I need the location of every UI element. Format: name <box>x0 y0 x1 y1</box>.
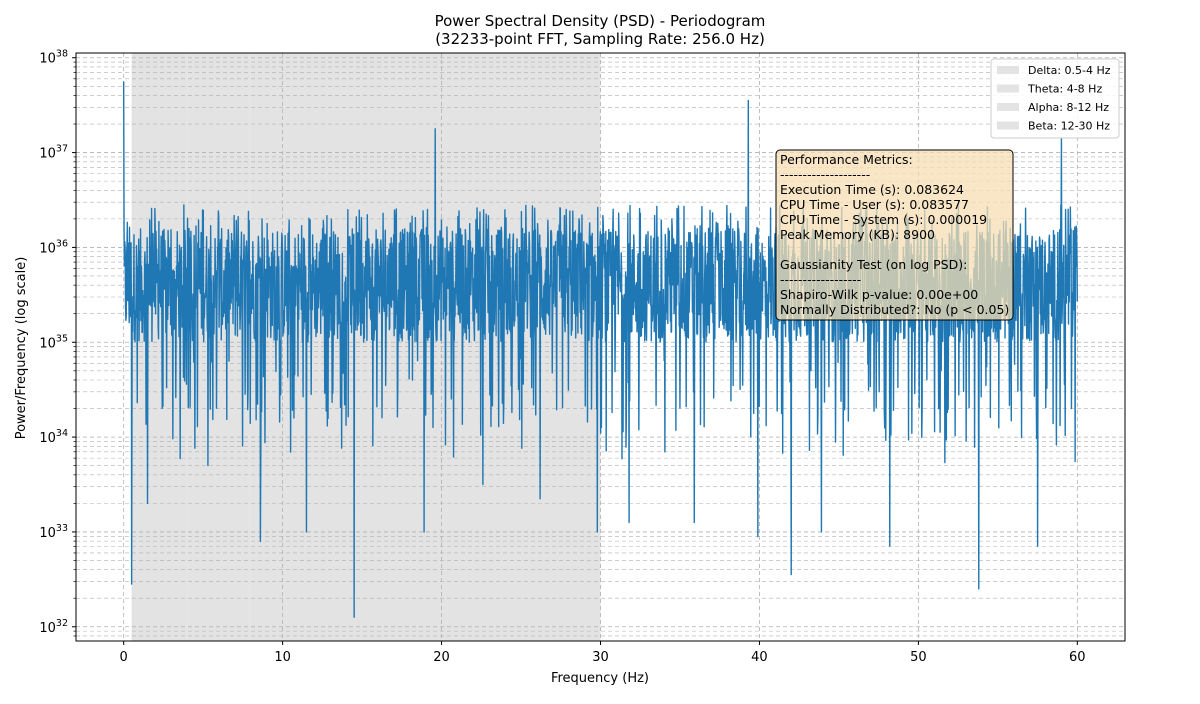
x-tick-label-2: 20 <box>433 650 450 665</box>
x-tick-label-1: 10 <box>274 650 291 665</box>
legend-label-3: Beta: 12-30 Hz <box>1028 120 1110 133</box>
legend-swatch-2 <box>997 103 1019 111</box>
info-box-line-2: Execution Time (s): 0.083624 <box>780 182 964 197</box>
x-axis-ticks: 0 10 20 30 40 50 60 <box>120 641 1086 665</box>
y-axis-ticks: 1032 1033 1034 1035 1036 1037 1038 <box>39 49 76 637</box>
legend-swatch-1 <box>997 84 1019 93</box>
band-span-0 <box>131 53 188 641</box>
info-box-line-4: CPU Time - System (s): 0.000019 <box>780 212 987 227</box>
y-tick-label-0: 1032 <box>39 618 68 636</box>
y-axis-label: Power/Frequency (log scale) <box>14 257 29 440</box>
legend: Delta: 0.5-4 Hz Theta: 4-8 Hz Alpha: 8-12 … <box>990 58 1120 139</box>
y-tick-label-4: 1036 <box>39 238 68 256</box>
x-tick-label-4: 40 <box>751 650 768 665</box>
x-tick-label-0: 0 <box>120 650 128 665</box>
y-tick-label-6: 1038 <box>39 49 68 67</box>
chart-title-line-1: Power Spectral Density (PSD) - Periodogr… <box>435 12 766 30</box>
x-tick-label-5: 50 <box>910 650 927 665</box>
y-tick-label-3: 1035 <box>39 333 68 351</box>
chart-title-line-2: (32233-point FFT, Sampling Rate: 256.0 H… <box>435 30 765 48</box>
legend-swatch-0 <box>997 66 1019 74</box>
info-box-line-3: CPU Time - User (s): 0.083577 <box>780 197 969 212</box>
info-box-line-1: -------------------- <box>780 167 870 182</box>
info-box-line-8: ------------------ <box>780 272 861 287</box>
x-tick-label-6: 60 <box>1069 650 1086 665</box>
info-box-line-0: Performance Metrics: <box>780 152 913 167</box>
legend-label-2: Alpha: 8-12 Hz <box>1028 101 1109 114</box>
x-axis-label: Frequency (Hz) <box>551 671 649 686</box>
y-tick-label-2: 1034 <box>39 428 68 446</box>
x-tick-label-3: 30 <box>592 650 609 665</box>
performance-info-box: Performance Metrics:--------------------… <box>775 149 1014 321</box>
legend-label-0: Delta: 0.5-4 Hz <box>1028 64 1111 77</box>
info-box-line-10: Normally Distributed?: No (p < 0.05) <box>780 302 1009 317</box>
info-box-line-7: Gaussianity Test (on log PSD): <box>780 257 967 272</box>
y-tick-label-1: 1033 <box>39 523 68 541</box>
info-box-line-5: Peak Memory (KB): 8900 <box>780 227 935 242</box>
legend-swatch-3 <box>997 121 1019 130</box>
info-box-frame <box>775 149 1014 321</box>
legend-frame <box>990 58 1120 139</box>
legend-label-1: Theta: 4-8 Hz <box>1027 83 1102 96</box>
info-box-line-9: Shapiro-Wilk p-value: 0.00e+00 <box>780 287 978 302</box>
y-tick-label-5: 1037 <box>39 144 68 162</box>
chart-title: Power Spectral Density (PSD) - Periodogr… <box>435 12 766 48</box>
